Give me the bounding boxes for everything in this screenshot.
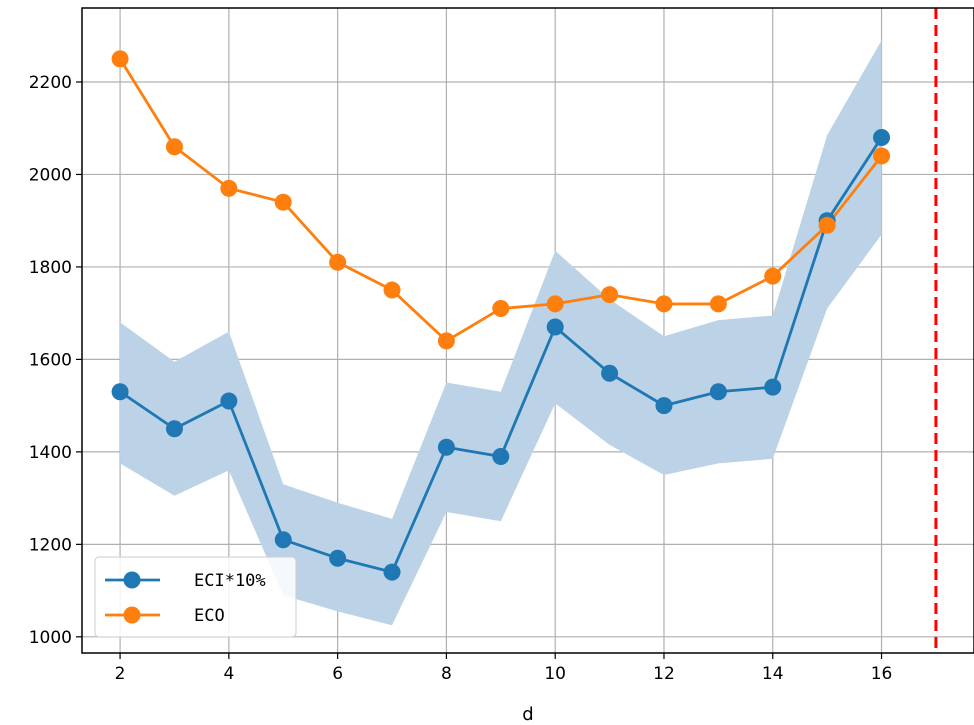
data-point <box>111 383 129 401</box>
data-point <box>709 295 727 313</box>
data-point <box>655 295 673 313</box>
data-point <box>709 383 727 401</box>
y-tick-label: 2200 <box>29 73 72 93</box>
y-tick-label: 1200 <box>29 535 72 555</box>
y-tick-label: 1000 <box>29 628 72 648</box>
legend-box <box>94 556 297 638</box>
x-tick-label: 14 <box>762 664 784 684</box>
x-tick-label: 10 <box>544 664 566 684</box>
x-tick-label: 16 <box>871 664 893 684</box>
legend-marker <box>123 606 141 624</box>
x-tick-label: 2 <box>115 664 126 684</box>
data-point <box>220 179 238 197</box>
data-point <box>655 397 673 415</box>
data-point <box>165 420 183 438</box>
confidence-band <box>120 40 882 626</box>
data-point <box>818 216 836 234</box>
y-tick-label: 1600 <box>29 350 72 370</box>
data-point <box>764 267 782 285</box>
data-point <box>329 253 347 271</box>
data-point <box>274 531 292 549</box>
data-point <box>437 332 455 350</box>
series-markers <box>111 50 891 581</box>
data-point <box>165 138 183 156</box>
data-point <box>764 378 782 396</box>
x-tick-label: 12 <box>653 664 675 684</box>
plot-frame <box>81 7 974 654</box>
data-point <box>546 318 564 336</box>
x-tick-label: 8 <box>441 664 452 684</box>
data-point <box>546 295 564 313</box>
data-point <box>601 364 619 382</box>
data-point <box>383 563 401 581</box>
data-point <box>383 281 401 299</box>
data-point <box>274 193 292 211</box>
data-point <box>329 549 347 567</box>
y-tick-label: 1400 <box>29 443 72 463</box>
data-point <box>492 300 510 318</box>
data-point <box>437 438 455 456</box>
confidence-bands <box>120 40 882 626</box>
data-point <box>492 447 510 465</box>
x-axis-label: d <box>522 704 533 725</box>
legend-marker <box>123 571 141 589</box>
data-point <box>220 392 238 410</box>
data-point <box>111 50 129 68</box>
axis-ticks: 2 4 6 8 10 12 14 16 1000 1200 1400 1600 1800 2000 2200 <box>29 73 893 684</box>
data-point <box>601 286 619 304</box>
legend-label: ECI*10% <box>194 571 266 591</box>
data-point <box>873 128 891 146</box>
y-tick-label: 1800 <box>29 258 72 278</box>
x-tick-label: 4 <box>223 664 234 684</box>
legend: ECI*10% ECO <box>94 556 297 638</box>
x-tick-label: 6 <box>332 664 343 684</box>
y-tick-label: 2000 <box>29 165 72 185</box>
data-point <box>873 147 891 165</box>
legend-label: ECO <box>194 606 225 626</box>
